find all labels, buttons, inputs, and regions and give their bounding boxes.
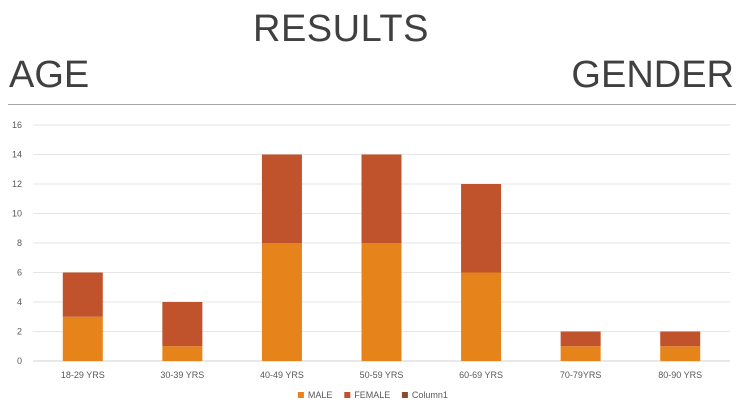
y-tick-label: 8 — [17, 238, 22, 248]
y-tick-label: 14 — [12, 150, 22, 160]
bar-female-2 — [162, 302, 203, 347]
legend-label-3: Column1 — [412, 390, 448, 400]
x-tick-label: 70-79YRS — [560, 370, 602, 380]
bar-male-7 — [660, 346, 701, 361]
bar-female-7 — [660, 331, 701, 347]
bar-male-1 — [62, 316, 103, 361]
x-tick-label: 80-90 YRS — [658, 370, 702, 380]
y-tick-label: 4 — [17, 297, 22, 307]
x-tick-label: 50-59 YRS — [360, 370, 404, 380]
y-tick-label: 2 — [17, 327, 22, 337]
gender-heading: GENDER — [571, 54, 734, 96]
y-tick-label: 0 — [17, 356, 22, 366]
bar-female-4 — [361, 154, 402, 243]
bar-female-1 — [62, 272, 103, 317]
bar-male-3 — [261, 243, 302, 361]
chart-title: RESULTS — [253, 8, 429, 50]
bar-male-2 — [162, 346, 203, 361]
bar-female-5 — [461, 184, 502, 273]
x-tick-label: 60-69 YRS — [459, 370, 503, 380]
x-tick-label: 18-29 YRS — [61, 370, 105, 380]
bar-female-6 — [560, 331, 601, 347]
y-tick-label: 6 — [17, 268, 22, 278]
legend-swatch-3 — [401, 392, 408, 398]
legend-label-1: MALE — [308, 390, 333, 400]
y-tick-label: 16 — [12, 120, 22, 130]
age-heading: AGE — [9, 54, 90, 96]
bar-male-6 — [560, 346, 601, 361]
y-tick-label: 12 — [12, 179, 22, 189]
header-divider — [8, 104, 736, 105]
x-tick-label: 30-39 YRS — [160, 370, 204, 380]
y-tick-label: 10 — [12, 209, 22, 219]
legend-label-2: FEMALE — [354, 390, 390, 400]
bar-female-3 — [261, 154, 302, 243]
bar-male-4 — [361, 243, 402, 361]
bar-male-5 — [461, 272, 502, 361]
legend-swatch-2 — [344, 392, 351, 398]
x-tick-label: 40-49 YRS — [260, 370, 304, 380]
legend-swatch-1 — [297, 392, 304, 398]
